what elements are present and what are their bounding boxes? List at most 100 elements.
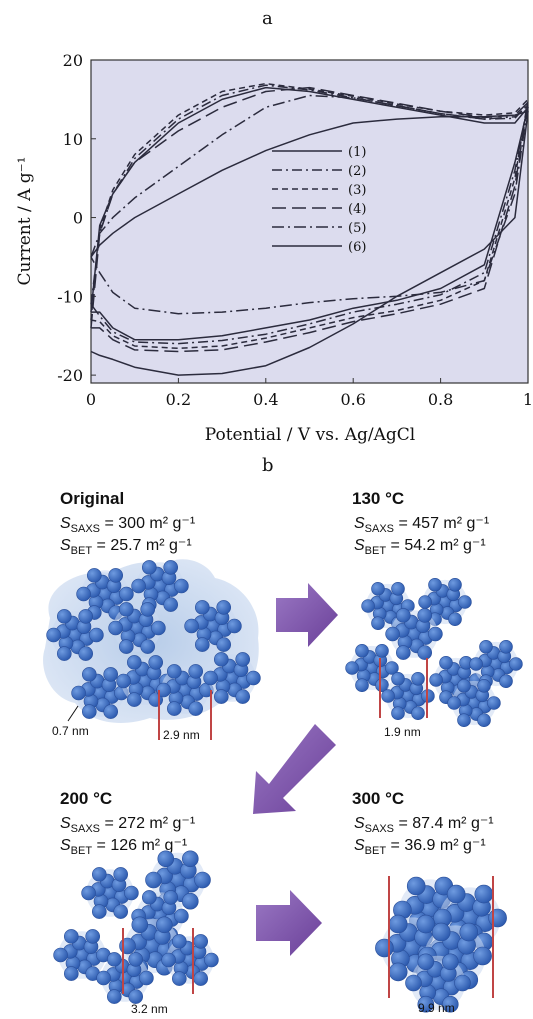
stage-title: 130 °C [352,489,404,508]
nanoparticle [119,937,136,955]
nanoparticle [395,645,411,660]
nanoparticle [82,667,97,682]
saxs-line: SSAXS = 272 m² g⁻¹ [60,815,195,835]
nanoparticle [64,966,79,981]
nanoparticle [139,970,154,986]
series-line-4 [90,86,529,353]
stage-original: Original SSAXS = 300 m² g⁻¹ SBET = 25.7 … [43,489,261,742]
y-tick-label: -20 [57,366,83,385]
legend-label: (5) [348,221,366,236]
annealing-diagram: Original SSAXS = 300 m² g⁻¹ SBET = 25.7 … [43,489,523,1016]
x-axis-label: Potential / V vs. Ag/AgCl [205,425,416,445]
nanoparticle [167,664,182,679]
nanoparticle [57,609,72,624]
cv-chart: 0 0.2 0.4 0.6 0.8 1 -20 -10 0 10 20 (1) (2) (3) (4) (5… [15,51,533,445]
x-tick-label: 1 [523,390,533,409]
nanoparticle [89,627,104,643]
nanoparticle [119,602,134,617]
nanoparticle [381,689,395,703]
nanoparticle [172,971,187,986]
nanoparticle [131,916,149,934]
legend-label: (3) [348,183,366,198]
plot-area [90,59,529,384]
nanoparticle [428,626,443,642]
series-line-6 [90,110,529,376]
nanoparticle [82,704,97,719]
legend-label: (1) [348,145,366,160]
nanoparticle [142,560,157,575]
stage-200c: 200 °C SSAXS = 272 m² g⁻¹ SBET = 126 m² … [53,789,219,1016]
nanoparticle [174,908,189,924]
nanoparticle [78,609,93,624]
nanoparticle [375,678,389,692]
nanoparticle [107,952,122,967]
nanoparticle [499,674,513,688]
series-line-5 [90,94,529,315]
nanoparticle [92,867,107,882]
size-label: 9.9 nm [418,1001,455,1015]
cluster-group [46,560,261,719]
nanoparticle [87,568,102,583]
nanoparticle [417,995,435,1013]
nanoparticle [474,884,494,904]
stage-300c: 300 °C SSAXS = 87.4 m² g⁻¹ SBET = 36.9 m… [352,789,507,1015]
nanoparticle [446,884,466,904]
nanoparticle [116,673,131,689]
legend-label: (2) [348,164,366,179]
nanoparticle [391,672,405,686]
nanoparticle [405,974,422,992]
nanoparticle [417,645,433,660]
nanoparticle [371,582,385,596]
nanoparticle [182,892,199,910]
y-tick-label: 0 [73,209,83,228]
panel-a-label: a [262,8,273,29]
nanoparticle [46,627,61,643]
nanoparticle [103,667,118,682]
nanoparticle [417,953,435,971]
nanoparticle [53,947,68,963]
bet-line: SBET = 36.9 m² g⁻¹ [354,837,486,857]
nanoparticle [188,664,203,679]
nanoparticle [81,885,96,901]
panel-b-label: b [262,455,274,476]
nanoparticle [156,682,171,698]
nanoparticle [509,657,523,671]
arrow-down-left-icon [253,724,336,814]
size-label: 0.7 nm [52,724,89,738]
nanoparticle [71,685,86,701]
nanoparticle [441,953,459,971]
x-tick-label: 0.8 [428,390,453,409]
nanoparticle [78,646,93,661]
saxs-line: SSAXS = 87.4 m² g⁻¹ [354,815,494,835]
cluster-group [375,876,507,1013]
stage-title: 200 °C [60,789,112,808]
nanoparticle [113,867,128,882]
nanoparticle [119,586,134,602]
nanoparticle [469,657,483,671]
nanoparticle [448,612,462,626]
stage-title: Original [60,489,124,508]
nanoparticle [142,890,157,905]
stage-title: 300 °C [352,789,404,808]
nanoparticle [391,706,405,720]
nanoparticle [127,655,142,670]
nanoparticle [447,696,461,710]
nanoparticle [375,938,394,958]
nanoparticle [235,652,250,667]
nanoparticle [131,578,146,594]
nanoparticle [195,600,210,615]
nanoparticle [214,689,229,704]
y-tick-label: 20 [63,51,83,70]
y-tick-label: -10 [57,287,83,306]
nanoparticle [128,952,143,967]
x-tick-label: 0.2 [166,390,191,409]
x-tick-label: 0 [86,390,96,409]
nanoparticle [429,673,443,687]
nanoparticle [107,989,122,1004]
nanoparticle [108,620,123,636]
nanoparticle [127,692,142,707]
arrow-right-icon [276,583,338,647]
arrow-right-icon [256,890,322,956]
nanoparticle [124,885,139,901]
nanoparticle [418,595,432,609]
